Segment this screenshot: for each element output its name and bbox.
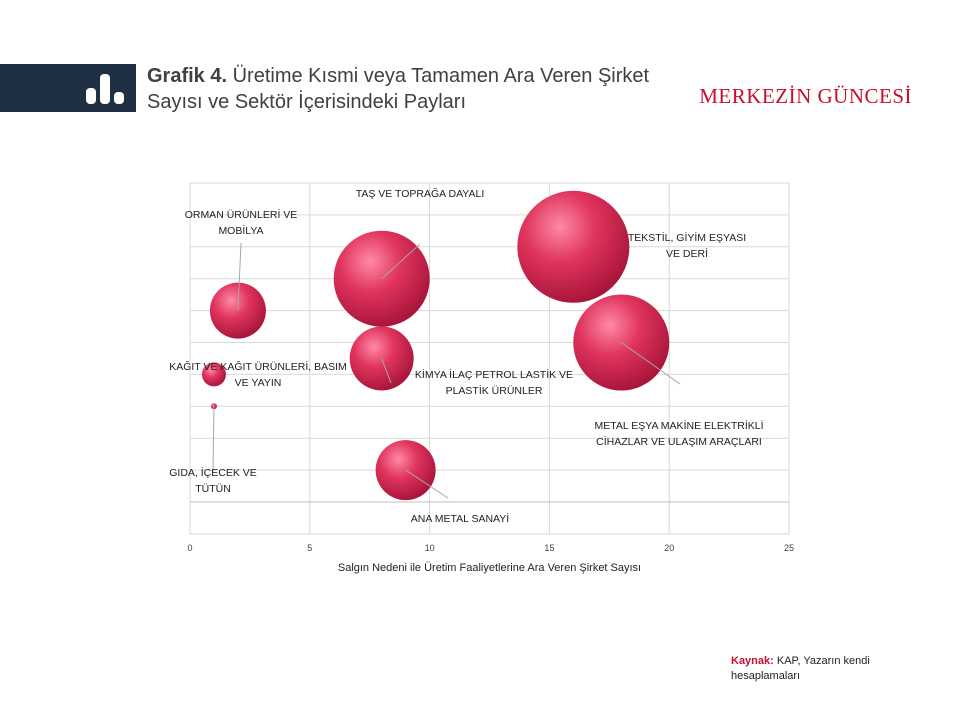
bubble-label: VE DERİ xyxy=(666,247,708,260)
x-axis-title: Salgın Nedeni ile Üretim Faaliyetlerine … xyxy=(338,562,641,574)
plot-area xyxy=(189,182,790,535)
x-tick-label: 5 xyxy=(307,543,312,553)
bubble-point xyxy=(517,190,630,303)
source-text: KAP, Yazarın kendi hesaplamaları xyxy=(731,655,870,682)
leader-line xyxy=(405,469,449,499)
bubble-label: METAL EŞYA MAKİNE ELEKTRİKLİ xyxy=(594,419,763,432)
bubble-label: KAĞIT VE KAĞIT ÜRÜNLERİ, BASIM xyxy=(169,360,347,373)
bubble-label: ORMAN ÜRÜNLERİ VE xyxy=(185,208,298,221)
bubble-label: ANA METAL SANAYİ xyxy=(411,512,509,525)
bubble-label: VE YAYIN xyxy=(235,377,282,389)
x-tick-label: 20 xyxy=(664,543,674,553)
bubble-point xyxy=(209,282,266,339)
bubble-label: GIDA, İÇECEK VE xyxy=(169,466,257,479)
bubble-label: MOBİLYA xyxy=(218,224,263,237)
bubble-label: TÜTÜN xyxy=(195,483,231,495)
bubble-point xyxy=(201,362,226,387)
bubble-label: TEKSTİL, GİYİM EŞYASI xyxy=(628,231,746,244)
chart-title: Grafik 4. Üretime Kısmi veya Tamamen Ara… xyxy=(147,63,707,115)
leader-line xyxy=(237,242,242,311)
brand-logo: MERKEZİN GÜNCESİ xyxy=(699,84,912,108)
title-text: Üretime Kısmi veya Tamamen Ara Veren Şir… xyxy=(147,65,650,113)
x-tick-label: 0 xyxy=(187,543,192,553)
title-bold: Grafik 4. xyxy=(147,65,228,87)
bubble-label: PLASTİK ÜRÜNLER xyxy=(446,384,543,397)
leader-line xyxy=(381,243,421,280)
bubble-label: CİHAZLAR VE ULAŞIM ARAÇLARI xyxy=(596,435,762,448)
leader-line xyxy=(212,406,215,472)
bubble-label: KİMYA İLAÇ PETROL LASTİK VE xyxy=(415,368,573,381)
bar-chart-icon xyxy=(86,74,124,104)
x-tick-label: 15 xyxy=(544,543,554,553)
x-tick-label: 10 xyxy=(425,543,435,553)
source-label: Kaynak: xyxy=(731,655,774,667)
leader-line xyxy=(620,342,681,385)
bubble-label: TAŞ VE TOPRAĞA DAYALI xyxy=(356,187,485,200)
source-note: Kaynak: KAP, Yazarın kendi hesaplamaları xyxy=(731,654,931,684)
leader-line xyxy=(381,358,392,384)
x-tick-label: 25 xyxy=(784,543,794,553)
header-band xyxy=(0,64,136,112)
